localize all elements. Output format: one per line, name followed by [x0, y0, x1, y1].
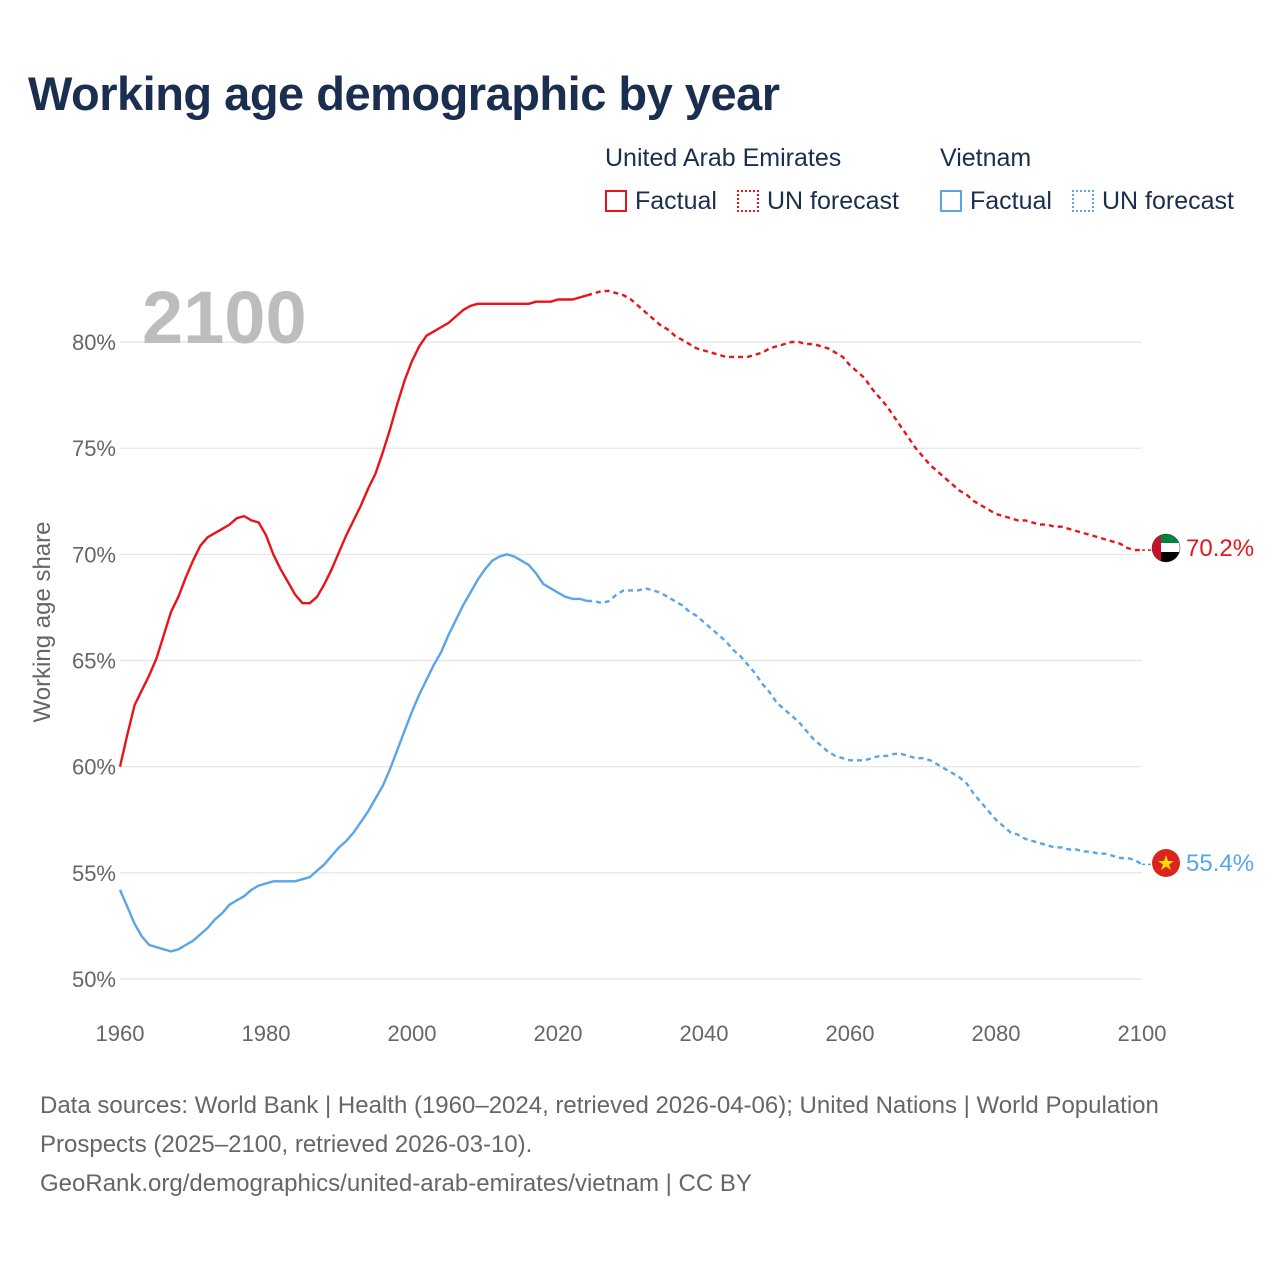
- source-link[interactable]: GeoRank.org/demographics/united-arab-emi…: [40, 1170, 752, 1197]
- legend-group-vietnam: Vietnam: [940, 144, 1032, 172]
- united-arab-emirates-factual-line: [118, 294, 588, 767]
- legend-group-uae: United Arab Emirates: [605, 144, 842, 172]
- x-tick-label: 2040: [680, 1021, 729, 1046]
- legend-vietnam-factual-label: Factual: [970, 186, 1052, 215]
- legend-uae-forecast-label: UN forecast: [767, 186, 899, 215]
- footer: Data sources: World Bank | Health (1960–…: [40, 1086, 1220, 1203]
- legend-swatch-dotted: [737, 190, 759, 212]
- legend-uae-factual-label: Factual: [635, 186, 717, 215]
- vietnam-forecast-line: [587, 587, 1143, 866]
- legend-swatch-solid: [940, 190, 962, 212]
- vietnam-flag-icon: [1152, 849, 1180, 877]
- legend-vietnam-forecast-label: UN forecast: [1102, 186, 1234, 215]
- data-sources: Data sources: World Bank | Health (1960–…: [40, 1092, 1159, 1158]
- x-tick-label: 2100: [1118, 1021, 1167, 1046]
- legend-uae-forecast[interactable]: UN forecast: [737, 186, 899, 216]
- y-tick-label: 80%: [72, 330, 116, 355]
- y-tick-label: 60%: [72, 755, 116, 780]
- y-tick-label: 50%: [72, 967, 116, 992]
- x-tick-label: 2060: [826, 1021, 875, 1046]
- y-tick-label: 65%: [72, 649, 116, 674]
- y-tick-label: 55%: [72, 861, 116, 886]
- year-watermark: 2100: [142, 276, 307, 359]
- vietnam-factual-line: [118, 553, 588, 953]
- legend-swatch-solid: [605, 190, 627, 212]
- x-tick-label: 2020: [534, 1021, 583, 1046]
- page-title: Working age demographic by year: [28, 67, 780, 120]
- x-tick-label: 1980: [242, 1021, 291, 1046]
- uae-flag-icon: [1151, 533, 1181, 563]
- line-chart: 2100 50% 55% 60% 65% 70% 75% 80% 1960 1980 2000 20…: [29, 276, 1254, 1046]
- legend-swatch-dotted: [1072, 190, 1094, 212]
- vietnam-end-label: 55.4%: [1186, 850, 1254, 877]
- legend-uae-factual[interactable]: Factual: [605, 186, 717, 216]
- x-tick-label: 1960: [96, 1021, 145, 1046]
- uae-end-label: 70.2%: [1186, 535, 1254, 562]
- legend-vietnam-factual[interactable]: Factual: [940, 186, 1052, 216]
- x-tick-label: 2000: [388, 1021, 437, 1046]
- y-tick-label: 70%: [72, 542, 116, 567]
- x-tick-label: 2080: [972, 1021, 1021, 1046]
- y-axis-label: Working age share: [29, 522, 56, 723]
- y-tick-label: 75%: [72, 436, 116, 461]
- united-arab-emirates-forecast-line: [586, 289, 1142, 552]
- legend-vietnam-forecast[interactable]: UN forecast: [1072, 186, 1234, 216]
